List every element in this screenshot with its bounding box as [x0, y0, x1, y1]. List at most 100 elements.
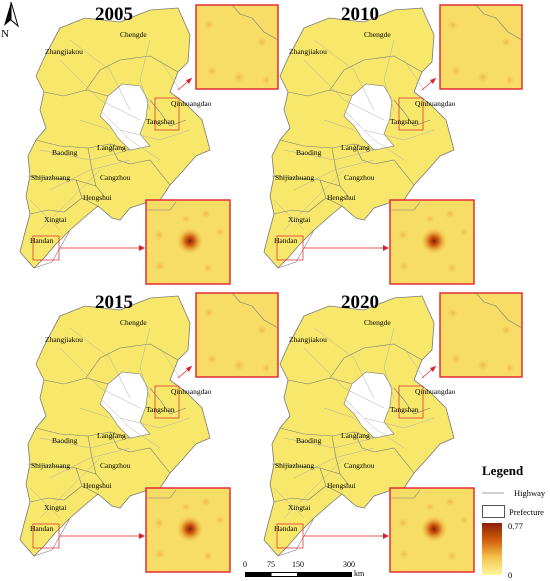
hebei-region: [263, 295, 455, 557]
city-label-tangshan: Tangshan: [146, 117, 175, 126]
tangshan-inset-locator: [154, 97, 180, 131]
city-label-zhangjiakou: Zhangjiakou: [45, 335, 83, 344]
hebei-region: [19, 295, 211, 557]
north-label: N: [1, 28, 9, 40]
arrow-icon: [139, 245, 145, 251]
city-label-baoding: Baoding: [296, 436, 322, 445]
city-label-zhangjiakou: Zhangjiakou: [289, 47, 327, 56]
handan-inset-locator: [276, 235, 304, 261]
scale-bar: 0 75 150 300 km: [243, 560, 373, 580]
highways: [29, 39, 191, 231]
handan-inset-locator: [32, 523, 60, 549]
city-label-shijiazhuang: Shijiazhuang: [275, 461, 315, 470]
highways: [273, 39, 435, 231]
tangshan-inset: [195, 4, 279, 90]
prefecture-boundaries: [27, 343, 187, 557]
scale-unit: km: [354, 569, 365, 578]
city-label-cangzhou: Cangzhou: [344, 173, 375, 182]
city-label-hengshui: Hengshui: [327, 481, 356, 490]
city-label-handan: Handan: [274, 524, 298, 533]
city-label-langfang: Langfang: [341, 143, 370, 152]
scale-bar-graphic: [245, 572, 352, 577]
panel-year: 2010: [341, 4, 379, 25]
density-hotspot: [420, 515, 448, 543]
city-label-zhangjiakou: Zhangjiakou: [45, 47, 83, 56]
panel-year: 2015: [95, 292, 133, 313]
arrow-icon: [186, 366, 192, 372]
highways: [29, 327, 191, 519]
city-label-xingtai: Xingtai: [288, 215, 311, 224]
highway-symbol: [482, 492, 504, 494]
map-panel-2010: 2010 Zhangjiakou Chengde Qinhuangdao Tangsha…: [244, 0, 523, 288]
legend-highway-label: Highway: [514, 488, 546, 498]
prefecture-boundaries: [27, 55, 187, 269]
city-label-xingtai: Xingtai: [288, 503, 311, 512]
city-label-zhangjiakou: Zhangjiakou: [289, 335, 327, 344]
handan-inset: [145, 199, 231, 285]
city-label-cangzhou: Cangzhou: [100, 173, 131, 182]
city-label-chengde: Chengde: [364, 318, 391, 327]
region-map: [263, 292, 523, 573]
city-label-handan: Handan: [274, 236, 298, 245]
prefecture-symbol: [482, 505, 505, 518]
legend-prefecture-label: Prefecture: [509, 507, 544, 517]
arrow-icon: [383, 533, 389, 539]
beijing-tianjin-area: [343, 83, 395, 151]
city-label-chengde: Chengde: [120, 318, 147, 327]
city-label-baoding: Baoding: [52, 436, 78, 445]
tangshan-inset-locator: [154, 385, 180, 419]
handan-inset-locator: [276, 523, 304, 549]
arrow-icon: [430, 78, 436, 84]
scale-tick: 0: [243, 560, 247, 569]
city-label-chengde: Chengde: [120, 30, 147, 39]
city-label-qinhuangdao: Qinhuangdao: [415, 99, 456, 108]
region-map: [263, 4, 523, 285]
handan-inset: [145, 487, 231, 573]
arrow-icon: [430, 366, 436, 372]
tangshan-inset: [195, 292, 279, 378]
beijing-tianjin-area: [343, 371, 395, 439]
city-label-langfang: Langfang: [97, 143, 126, 152]
city-label-xingtai: Xingtai: [44, 503, 67, 512]
city-label-tangshan: Tangshan: [390, 405, 419, 414]
panel-year: 2020: [341, 292, 379, 313]
city-label-langfang: Langfang: [97, 431, 126, 440]
legend-title: Legend: [482, 463, 524, 478]
arrow-icon: [383, 245, 389, 251]
region-map: [19, 292, 279, 573]
density-hotspot: [420, 227, 448, 255]
legend-min-value: 0: [508, 570, 513, 580]
city-label-cangzhou: Cangzhou: [344, 461, 375, 470]
north-arrow-icon: [4, 1, 19, 28]
density-color-ramp: [482, 523, 502, 575]
hebei-region: [19, 7, 211, 269]
beijing-tianjin-area: [99, 371, 151, 439]
city-label-shijiazhuang: Shijiazhuang: [31, 461, 71, 470]
city-label-qinhuangdao: Qinhuangdao: [415, 387, 456, 396]
tangshan-inset-locator: [398, 385, 424, 419]
city-label-cangzhou: Cangzhou: [100, 461, 131, 470]
beijing-tianjin-area: [99, 83, 151, 151]
map-panel-2015: 2015 Zhangjiakou Chengde Qinhuangdao Tangsha…: [0, 288, 279, 576]
tangshan-inset: [439, 4, 523, 90]
city-label-hengshui: Hengshui: [83, 193, 112, 202]
density-hotspot: [176, 515, 204, 543]
arrow-icon: [139, 533, 145, 539]
city-label-qinhuangdao: Qinhuangdao: [171, 99, 212, 108]
prefecture-boundaries: [271, 55, 431, 269]
city-label-langfang: Langfang: [341, 431, 370, 440]
tangshan-inset-locator: [398, 97, 424, 131]
legend-max-value: 0.77: [508, 521, 523, 531]
handan-inset: [389, 487, 475, 573]
city-label-chengde: Chengde: [364, 30, 391, 39]
map-panel-2005: 2005 Zhangjiakou Chengde Qinhuangdao Tangsha…: [0, 0, 279, 288]
region-map: [19, 4, 279, 285]
highways: [273, 327, 435, 519]
city-label-shijiazhuang: Shijiazhuang: [31, 173, 71, 182]
city-label-tangshan: Tangshan: [146, 405, 175, 414]
scale-tick: 75: [267, 560, 275, 569]
north-arrow: N: [0, 0, 22, 44]
city-label-baoding: Baoding: [296, 148, 322, 157]
city-label-qinhuangdao: Qinhuangdao: [171, 387, 212, 396]
scale-tick: 300: [343, 560, 355, 569]
